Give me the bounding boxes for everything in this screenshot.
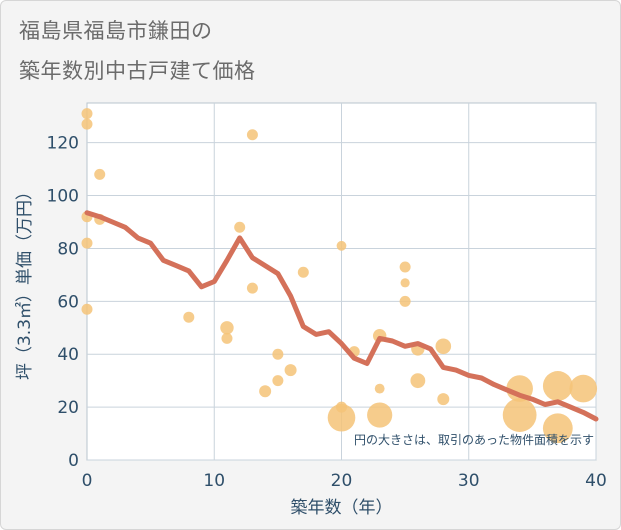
data-point (502, 398, 537, 432)
data-point (336, 401, 347, 413)
y-tick-label: 0 (68, 451, 79, 471)
data-point (272, 375, 284, 387)
y-tick-label: 20 (57, 398, 79, 418)
x-tick-label: 40 (585, 471, 607, 491)
data-point (183, 311, 195, 323)
data-point (400, 278, 410, 288)
x-tick-label: 30 (458, 471, 480, 491)
data-point (327, 403, 356, 432)
data-point (220, 321, 234, 335)
bubble-layer (81, 108, 598, 444)
data-point (435, 338, 452, 355)
data-point (336, 240, 347, 251)
data-point (81, 237, 93, 249)
data-point (297, 266, 309, 278)
data-point (367, 402, 393, 428)
data-point (399, 295, 411, 307)
data-point (81, 303, 93, 315)
data-point (81, 108, 93, 120)
data-point (272, 348, 284, 360)
x-tick-label: 20 (331, 471, 353, 491)
y-tick-label: 100 (47, 187, 79, 207)
x-axis-label: 築年数（年） (291, 498, 393, 518)
chart-title-line2: 築年数別中古戸建て価格 (19, 59, 256, 83)
y-axis-label: 坪（3.3㎡）単価（万円） (15, 183, 35, 380)
x-tick-label: 10 (203, 471, 225, 491)
data-point (234, 221, 246, 233)
data-point (81, 118, 93, 130)
chart-title-line1: 福島県福島市鎌田の (19, 19, 213, 43)
x-tick-label: 0 (82, 471, 93, 491)
x-tick-labels: 0 10 20 30 40 (82, 471, 607, 491)
y-tick-label: 60 (57, 292, 79, 312)
data-point (569, 374, 598, 403)
data-point (246, 282, 258, 294)
data-point (542, 413, 573, 444)
y-tick-label: 80 (57, 239, 79, 259)
data-point (221, 332, 233, 344)
y-tick-labels: 0 20 40 60 80 100 120 (47, 134, 79, 471)
data-point (246, 129, 258, 141)
data-point (284, 364, 297, 377)
data-point (542, 371, 573, 401)
data-point (94, 168, 106, 180)
data-point (374, 383, 385, 394)
data-point (399, 261, 411, 273)
size-note: 円の大きさは、取引のあった物件面積を示す (354, 432, 594, 447)
trend-line (84, 210, 599, 422)
data-point (410, 373, 426, 389)
y-tick-label: 120 (47, 134, 79, 154)
data-point (259, 385, 272, 398)
data-point (437, 393, 450, 406)
y-tick-label: 40 (57, 345, 79, 365)
